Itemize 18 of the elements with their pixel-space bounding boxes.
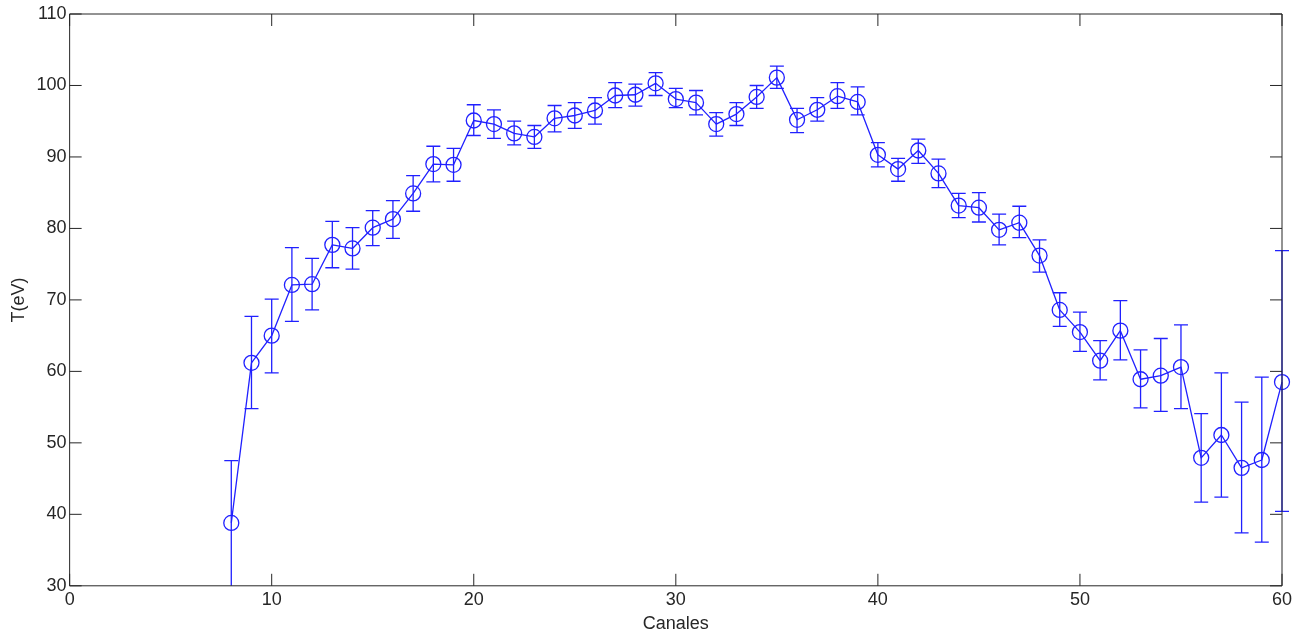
x-axis-title: Canales	[642, 613, 709, 634]
y-tick-label: 100	[36, 74, 67, 95]
x-tick-label: 50	[1069, 588, 1090, 609]
y-tick-label: 40	[46, 503, 67, 524]
x-tick-label: 30	[665, 588, 686, 609]
y-axis-title: T(eV)	[7, 277, 28, 323]
y-tick-label: 110	[37, 2, 67, 23]
y-tick-label: 50	[46, 431, 67, 452]
y-tick-label: 70	[46, 288, 67, 309]
x-tick-label: 20	[463, 588, 484, 609]
x-tick-label: 40	[867, 588, 888, 609]
x-tick-label: 60	[1271, 588, 1293, 609]
y-tick-label: 60	[46, 360, 67, 381]
y-tick-label: 30	[46, 574, 67, 595]
x-tick-label: 10	[261, 588, 282, 609]
y-tick-label: 80	[46, 217, 67, 238]
y-tick-label: 90	[46, 145, 67, 166]
x-tick-label: 0	[64, 588, 75, 609]
